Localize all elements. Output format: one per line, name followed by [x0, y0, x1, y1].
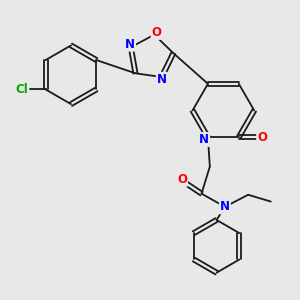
Text: N: N — [125, 38, 135, 51]
Text: O: O — [177, 173, 187, 186]
Text: O: O — [257, 131, 267, 144]
Text: N: N — [199, 133, 209, 146]
Text: N: N — [220, 200, 230, 213]
Text: Cl: Cl — [15, 83, 28, 96]
Text: O: O — [152, 26, 161, 39]
Text: N: N — [157, 73, 167, 86]
